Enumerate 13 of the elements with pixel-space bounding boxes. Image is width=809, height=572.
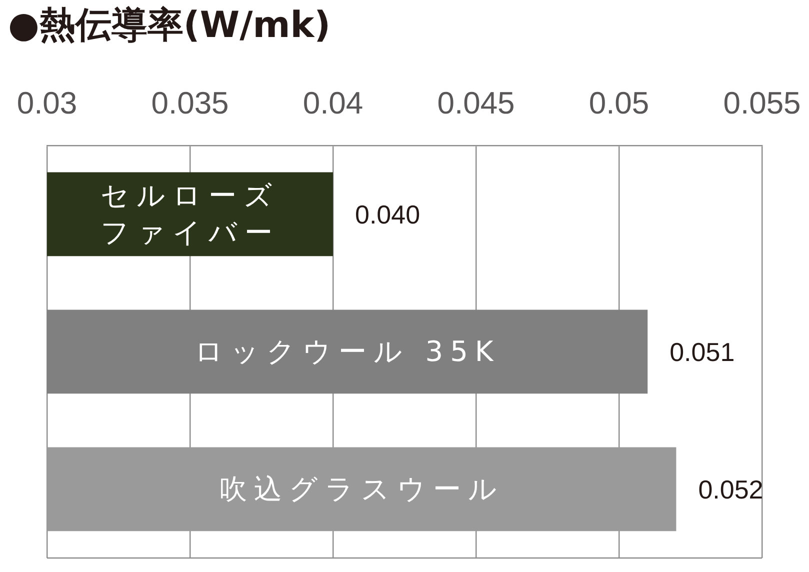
x-tick-label: 0.03 xyxy=(16,85,78,120)
x-tick-label: 0.055 xyxy=(723,85,801,120)
y-tick-label: 吹込グラスウール xyxy=(219,472,504,506)
chart-title: ●熱伝導率(W/mk) xyxy=(8,4,331,46)
x-tick-label: 0.05 xyxy=(588,85,650,120)
y-tick-label: ロックウール 35K xyxy=(194,334,500,368)
y-tick-label: セルローズファイバー xyxy=(100,178,280,249)
x-tick-label: 0.045 xyxy=(437,85,515,120)
x-tick-label: 0.035 xyxy=(151,85,229,120)
data-label: 0.040 xyxy=(355,199,420,230)
data-label: 0.051 xyxy=(670,336,735,367)
x-tick-label: 0.04 xyxy=(302,85,364,120)
data-label: 0.052 xyxy=(698,474,764,504)
